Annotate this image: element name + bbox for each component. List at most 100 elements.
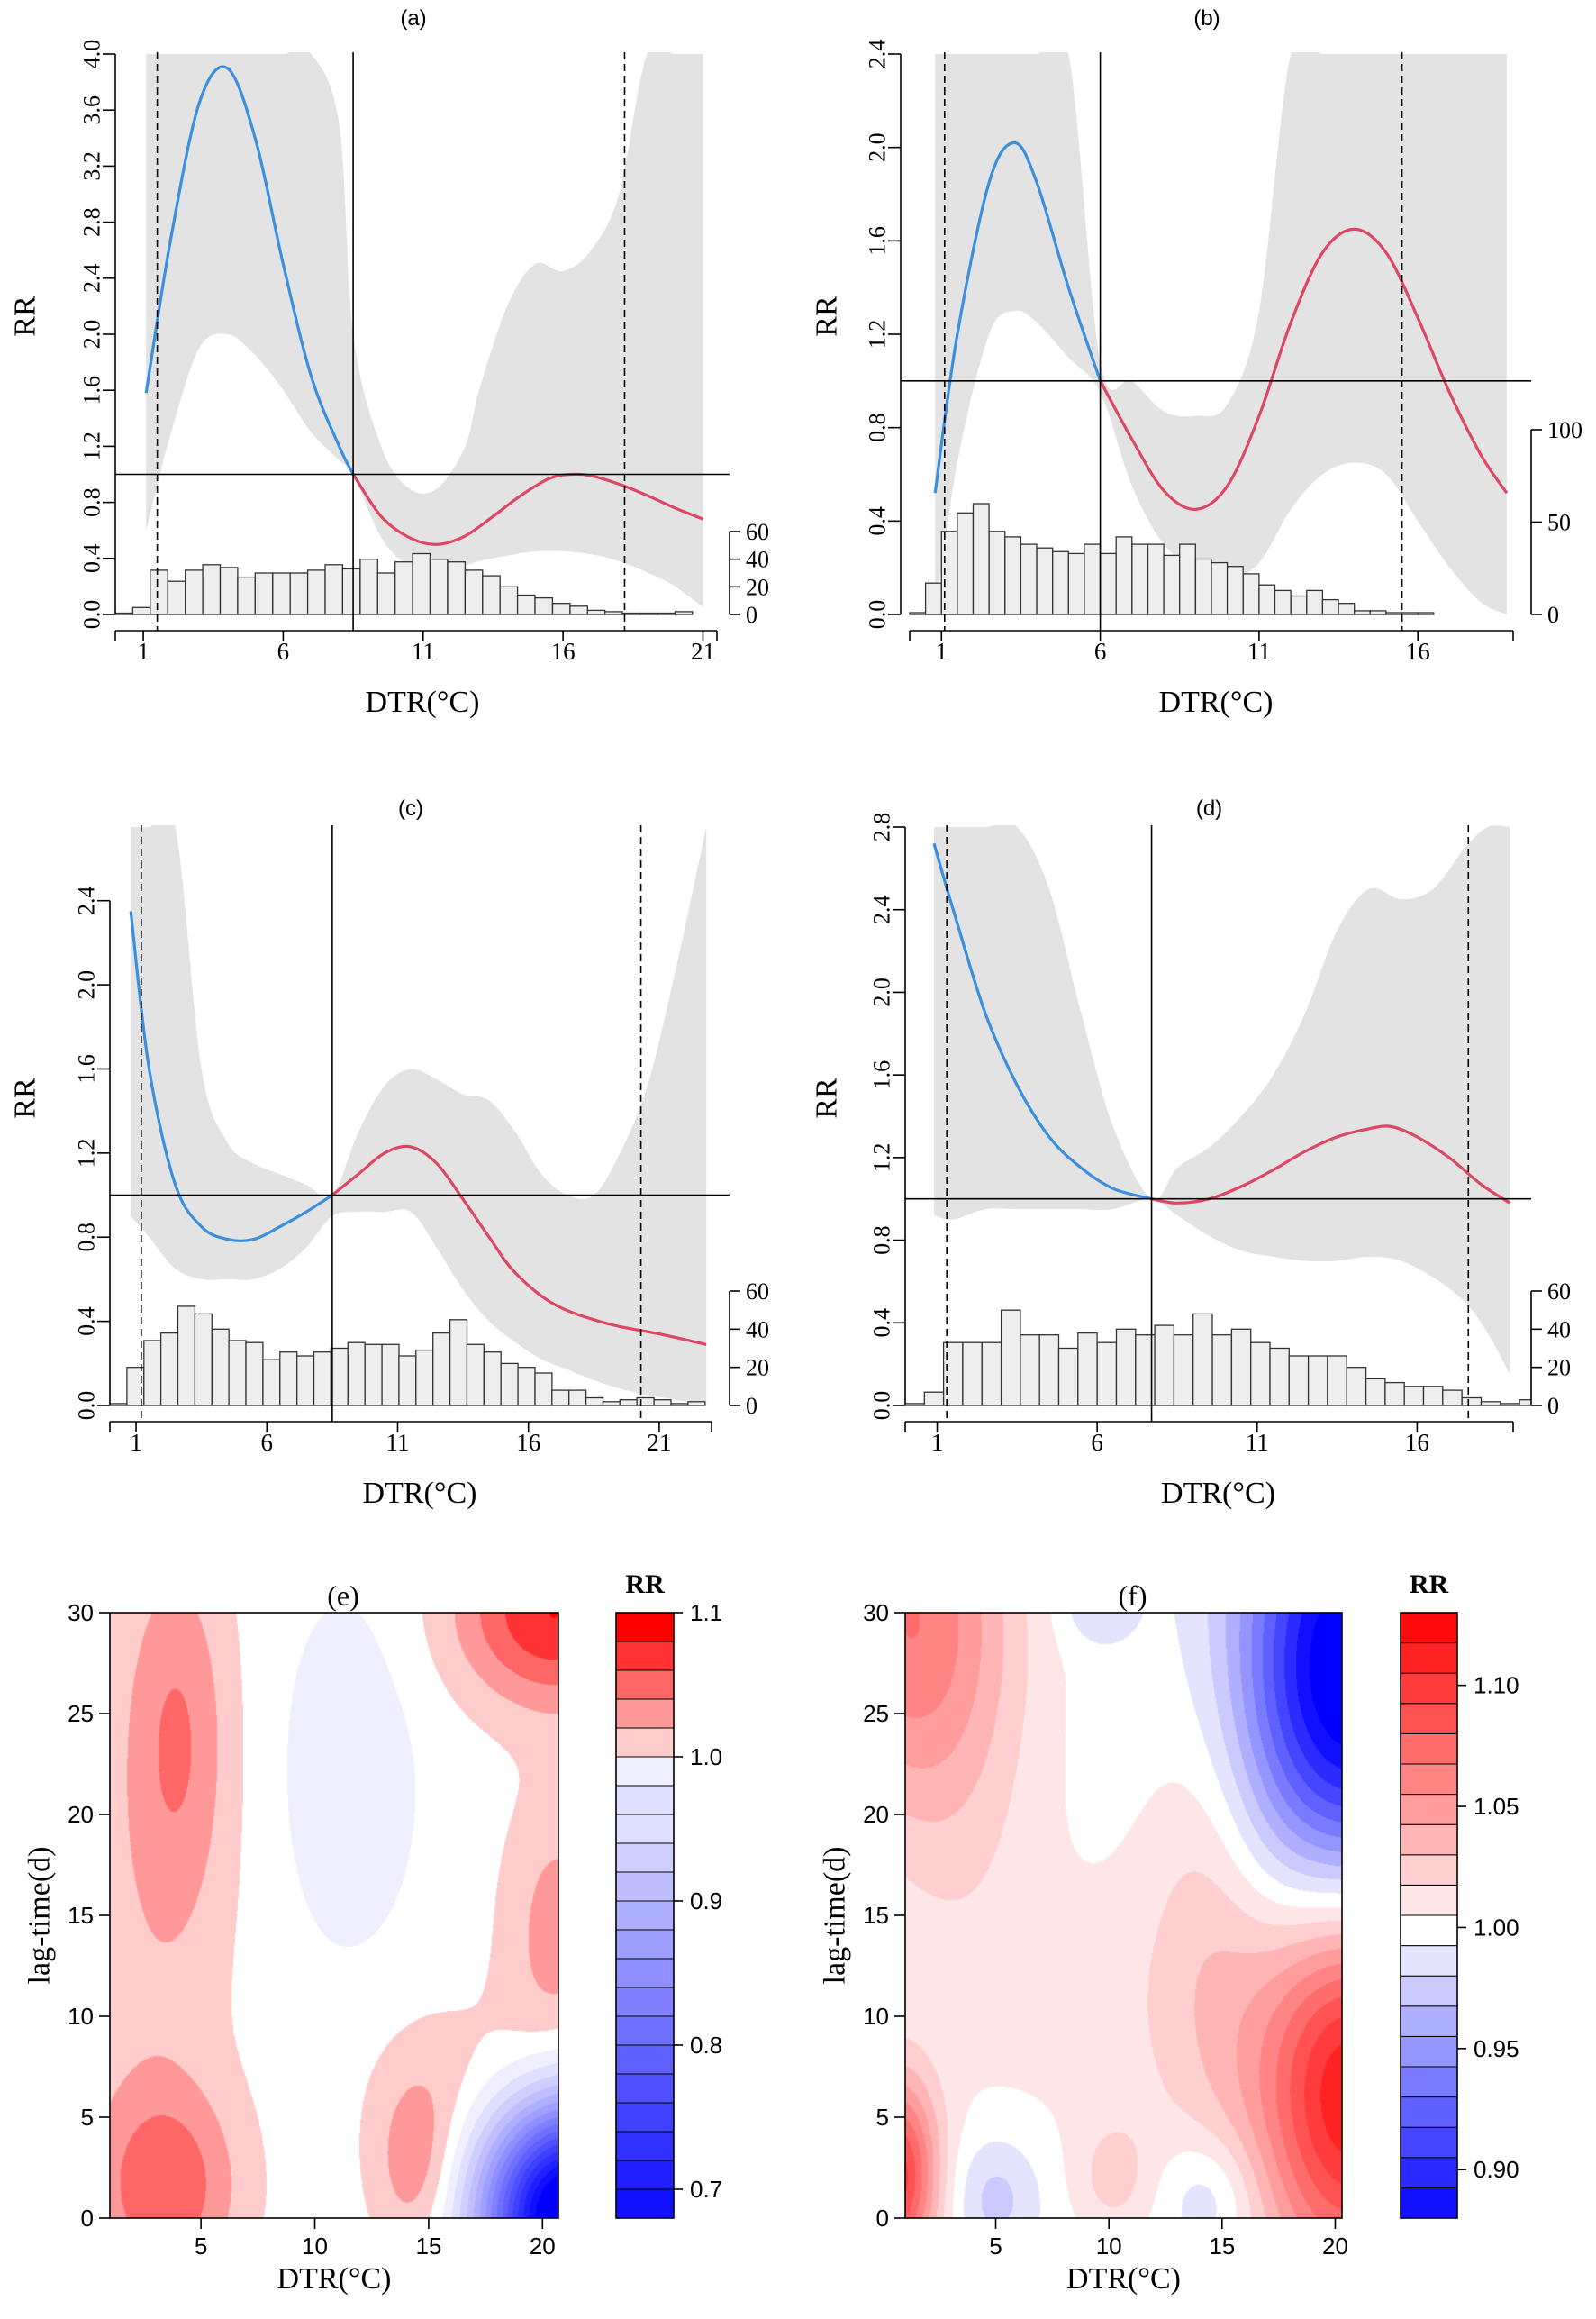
panel-title: (f) bbox=[1119, 1579, 1147, 1612]
histogram-bar bbox=[1338, 603, 1356, 615]
histogram-bar bbox=[1346, 1367, 1367, 1406]
histogram-bar bbox=[1052, 550, 1069, 615]
legend-swatch bbox=[615, 1727, 675, 1758]
plot-area bbox=[110, 825, 707, 1406]
histogram-bar bbox=[602, 1401, 621, 1406]
histogram-bar bbox=[1369, 610, 1387, 615]
series-line-heat bbox=[351, 472, 704, 546]
legend-tick-label: 1.1 bbox=[690, 1599, 722, 1626]
histogram-bar bbox=[324, 564, 344, 615]
count-tick-label: 40 bbox=[746, 547, 769, 573]
count-tick-label: 100 bbox=[1547, 417, 1582, 443]
histogram-bar bbox=[923, 1391, 945, 1406]
histogram-bar bbox=[569, 605, 588, 615]
legend-tick-label: 0.8 bbox=[690, 2032, 722, 2059]
histogram-bar bbox=[957, 512, 975, 615]
legend-swatch bbox=[615, 2073, 675, 2104]
x-tick-label: 21 bbox=[647, 1429, 671, 1456]
histogram-bar bbox=[1365, 1378, 1386, 1406]
histogram-bar bbox=[429, 559, 449, 615]
histogram-bar bbox=[1057, 1347, 1079, 1406]
x-tick-label: 1 bbox=[137, 638, 150, 665]
histogram-bar bbox=[1173, 1334, 1194, 1406]
histogram-bar bbox=[110, 1403, 128, 1406]
histogram-bar bbox=[194, 1313, 213, 1406]
color-legend: 0.7 0.8 0.9 1.0 1.1 RR bbox=[615, 1569, 722, 2219]
y-tick-label: 0.0 bbox=[869, 1391, 895, 1421]
series-line-heat bbox=[331, 1144, 707, 1346]
histogram-bar bbox=[143, 1340, 162, 1406]
y-axis-title: lag-time(d) bbox=[819, 1847, 852, 1985]
histogram-bar bbox=[962, 1341, 983, 1406]
legend-swatch bbox=[615, 1641, 675, 1671]
histogram-bar bbox=[482, 575, 501, 615]
x-axis-title: DTR(°C) bbox=[1066, 2262, 1181, 2296]
legend-swatch bbox=[1400, 2066, 1458, 2098]
x-tick-label: 6 bbox=[261, 1429, 274, 1456]
histogram-bar bbox=[1258, 584, 1276, 615]
x-tick-label: 5 bbox=[989, 2233, 1002, 2260]
histogram-bar bbox=[670, 1403, 689, 1406]
legend-tick-label: 1.0 bbox=[690, 1743, 722, 1770]
histogram-bar bbox=[988, 531, 1006, 615]
histogram-bar bbox=[464, 569, 484, 615]
x-tick-label: 16 bbox=[516, 1429, 540, 1456]
x-axis-title: DTR(°C) bbox=[1161, 1477, 1275, 1510]
legend-swatch bbox=[615, 2044, 675, 2075]
x-tick-label: 1 bbox=[936, 638, 948, 665]
histogram-bar bbox=[517, 1367, 536, 1406]
histogram-bar bbox=[1036, 547, 1054, 615]
x-tick-label: 11 bbox=[385, 1429, 409, 1456]
y-tick-label: 20 bbox=[68, 1801, 94, 1828]
histogram-bar bbox=[1211, 1334, 1233, 1406]
histogram-bar bbox=[657, 612, 676, 615]
histogram-bar bbox=[1230, 1328, 1252, 1406]
histogram-bar bbox=[150, 569, 168, 615]
x-axis-title: DTR(°C) bbox=[366, 686, 480, 719]
y-tick-label: 0.4 bbox=[869, 1308, 895, 1338]
histogram-bar bbox=[1115, 1328, 1137, 1406]
y-tick-label: 0.4 bbox=[79, 544, 105, 574]
histogram-bar bbox=[262, 1359, 281, 1406]
histogram-bar bbox=[483, 1351, 502, 1406]
histogram-bar bbox=[1269, 1347, 1290, 1406]
contour-panel-1: 5 10 15 20 0 5 10 15 20 25 30 DTR(°C) lag-time(d) (e)… bbox=[23, 1569, 723, 2296]
x-tick-label: 21 bbox=[691, 638, 715, 665]
count-tick-label: 20 bbox=[1547, 1355, 1571, 1381]
y-axis-title: RR bbox=[9, 296, 42, 337]
legend-swatch bbox=[1400, 2187, 1458, 2219]
contour-panel-2: 5 10 15 20 0 5 10 15 20 25 30 DTR(°C) lag-time(d) (f)… bbox=[819, 1569, 1519, 2296]
legend-swatch bbox=[1400, 2157, 1458, 2188]
x-axis-title: DTR(°C) bbox=[277, 2262, 392, 2296]
histogram-bar bbox=[1226, 566, 1244, 615]
y-tick-label: 0 bbox=[81, 2205, 94, 2232]
y-tick-label: 15 bbox=[863, 1902, 889, 1929]
x-tick-label: 15 bbox=[415, 2233, 441, 2260]
histogram-bar bbox=[381, 1343, 400, 1406]
legend-swatch bbox=[615, 2188, 675, 2219]
count-tick-label: 60 bbox=[746, 1278, 769, 1305]
rr-contour-surface bbox=[110, 1613, 558, 2218]
histogram-bar bbox=[1000, 1309, 1021, 1406]
legend-swatch bbox=[1400, 1854, 1458, 1886]
histogram-bar bbox=[398, 1355, 417, 1406]
y-tick-label: 2.4 bbox=[869, 895, 895, 924]
histogram-bar bbox=[412, 552, 431, 615]
legend-swatch bbox=[1400, 1914, 1458, 1947]
histogram-bar bbox=[447, 561, 467, 615]
y-tick-label: 10 bbox=[863, 2003, 889, 2030]
legend-swatch bbox=[1400, 1612, 1458, 1644]
plot-area bbox=[115, 52, 704, 615]
y-tick-label: 5 bbox=[876, 2104, 889, 2131]
histogram-bar bbox=[313, 1351, 332, 1406]
count-tick-label: 0 bbox=[1547, 602, 1559, 628]
histogram-bar bbox=[1250, 1341, 1271, 1406]
legend-swatch bbox=[1400, 2005, 1458, 2037]
y-axis: 0 5 10 15 20 25 30 bbox=[68, 1599, 110, 2232]
legend-tick-label: 1.05 bbox=[1474, 1793, 1519, 1820]
count-tick-label: 20 bbox=[746, 574, 769, 600]
y-tick-label: 1.2 bbox=[79, 432, 105, 461]
histogram-bar bbox=[674, 611, 694, 615]
histogram-bar bbox=[237, 576, 256, 615]
